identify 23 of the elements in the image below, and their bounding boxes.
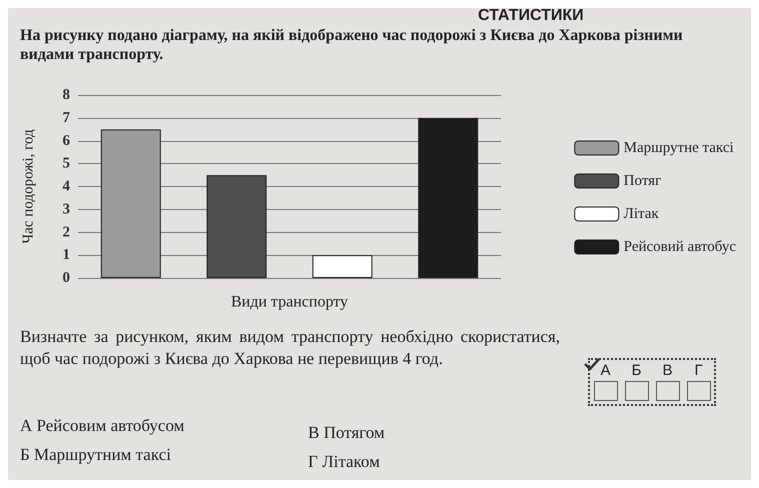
y-tick-label: 8 [62,87,70,103]
answer-grid: А Б В Г [588,358,716,406]
y-axis-title: Час подорожі, год [20,129,36,244]
y-tick-label: 5 [62,156,70,172]
text: В Потягом [308,423,385,443]
chart-title: На рисунку подано діаграму, на якій відображено час подорожі з Києва до Харкова різними видами транспорту. [20,26,684,64]
text: СТАТИСТИКИ [478,7,584,24]
y-tick-label: 0 [62,270,70,286]
legend-label: Потяг [624,173,662,189]
y-tick-label: 1 [62,247,70,264]
legend-label: Маршрутне таксі [624,140,734,156]
x-axis-title: Види транспорту [230,294,348,310]
legend-label: Рейсовий автобус [624,239,736,255]
y-tick-label: 3 [62,201,70,218]
y-tick-label: 6 [62,132,70,149]
text: Визначте за рисунком, яким видом транспорту необхідно скористатися, щоб час подорожі з Києва до Харкова не перевищив 4 год. [20,326,560,370]
text: Г Літаком [308,452,380,472]
y-tick-label: 7 [62,110,70,126]
text: А Рейсовим автобусом [20,416,184,436]
text: Б Маршрутним таксі [20,445,171,465]
y-tick-label: 4 [62,178,70,194]
legend-label: Літак [624,206,660,222]
y-tick-label: 2 [62,224,70,240]
